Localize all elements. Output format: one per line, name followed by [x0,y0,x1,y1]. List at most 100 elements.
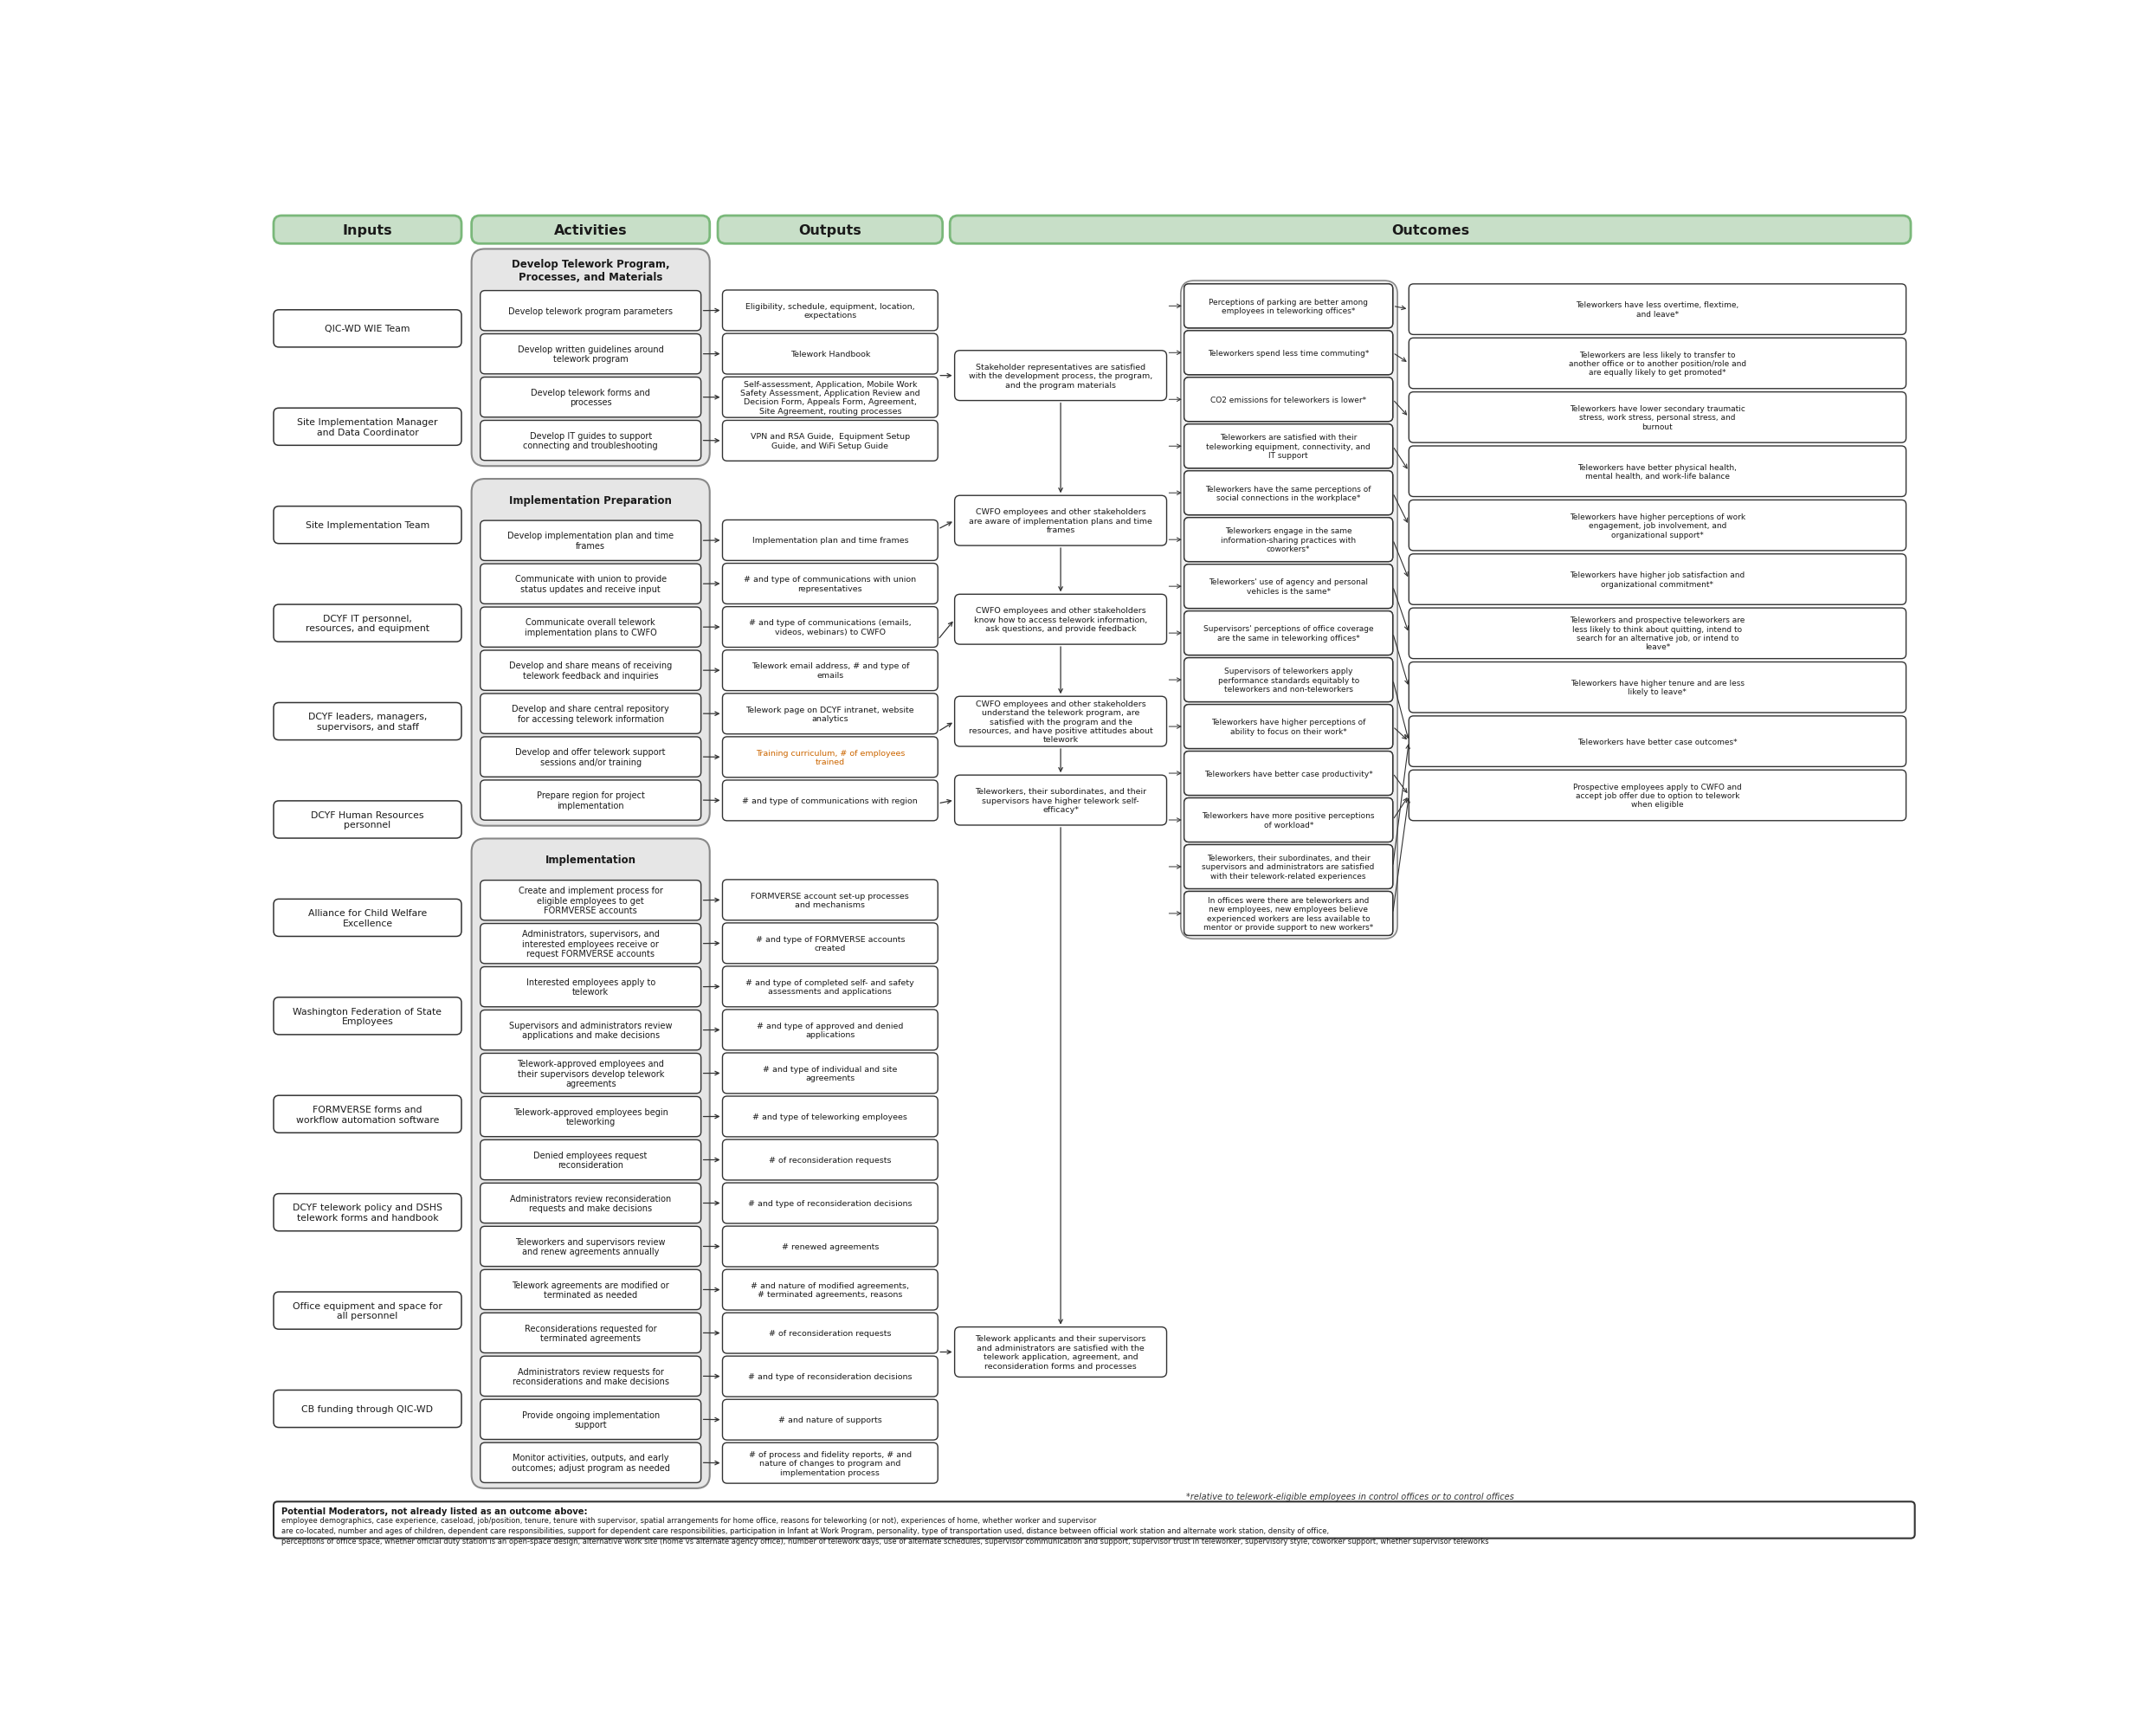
Text: # renewed agreements: # renewed agreements [781,1243,880,1250]
FancyBboxPatch shape [1185,799,1392,842]
FancyBboxPatch shape [1409,663,1907,713]
FancyBboxPatch shape [273,217,461,245]
Text: Teleworkers have the same perceptions of
social connections in the workplace*: Teleworkers have the same perceptions of… [1206,484,1371,502]
Text: Teleworkers have more positive perceptions
of workload*: Teleworkers have more positive perceptio… [1202,812,1375,828]
FancyBboxPatch shape [1409,554,1907,606]
FancyBboxPatch shape [1409,717,1907,767]
FancyBboxPatch shape [1409,500,1907,550]
Text: Teleworkers have more positive perceptions
of workload*: Teleworkers have more positive perceptio… [1202,812,1375,828]
FancyBboxPatch shape [1409,392,1907,443]
Text: Teleworkers and prospective teleworkers are
less likely to think about quitting,: Teleworkers and prospective teleworkers … [1569,616,1744,651]
Text: Perceptions of parking are better among
employees in teleworking offices*: Perceptions of parking are better among … [1208,299,1369,314]
FancyBboxPatch shape [722,651,937,691]
Text: Teleworkers have higher job satisfaction and
organizational commitment*: Teleworkers have higher job satisfaction… [1569,571,1744,589]
Text: Administrators review requests for
reconsiderations and make decisions: Administrators review requests for recon… [512,1366,668,1385]
FancyBboxPatch shape [1185,611,1392,656]
FancyBboxPatch shape [1185,285,1392,328]
Text: Teleworkers have higher perceptions of
ability to focus on their work*: Teleworkers have higher perceptions of a… [1211,719,1366,736]
FancyBboxPatch shape [1185,564,1392,609]
FancyBboxPatch shape [722,880,937,920]
FancyBboxPatch shape [472,838,709,1488]
FancyBboxPatch shape [273,703,461,741]
Text: Supervisors of teleworkers apply
performance standards equitably to
teleworkers : Supervisors of teleworkers apply perform… [1217,667,1360,693]
FancyBboxPatch shape [1185,845,1392,889]
FancyBboxPatch shape [1181,281,1398,939]
Text: # and type of teleworking employees: # and type of teleworking employees [754,1113,907,1121]
Text: Alliance for Child Welfare
Excellence: Alliance for Child Welfare Excellence [307,908,427,927]
FancyBboxPatch shape [273,408,461,446]
Text: FORMVERSE account set-up processes
and mechanisms: FORMVERSE account set-up processes and m… [752,892,910,908]
FancyBboxPatch shape [480,1269,700,1311]
FancyBboxPatch shape [273,1502,1915,1538]
FancyBboxPatch shape [480,651,700,691]
Text: Teleworkers spend less time commuting*: Teleworkers spend less time commuting* [1208,349,1369,358]
FancyBboxPatch shape [722,1141,937,1180]
FancyBboxPatch shape [1185,752,1392,795]
Text: Telework Handbook: Telework Handbook [790,351,871,358]
Text: Site Implementation Manager
and Data Coordinator: Site Implementation Manager and Data Coo… [297,418,438,437]
FancyBboxPatch shape [480,422,700,462]
Text: Telework email address, # and type of
emails: Telework email address, # and type of em… [752,663,910,679]
FancyBboxPatch shape [1185,564,1392,609]
Text: Administrators, supervisors, and
interested employees receive or
request FORMVER: Administrators, supervisors, and interes… [521,929,660,958]
Text: # of reconsideration requests: # of reconsideration requests [769,1156,892,1163]
FancyBboxPatch shape [1185,892,1392,936]
Text: Develop written guidelines around
telework program: Develop written guidelines around telewo… [517,345,664,365]
FancyBboxPatch shape [273,899,461,937]
FancyBboxPatch shape [472,479,709,826]
Text: Outputs: Outputs [798,224,863,236]
Text: Teleworkers and supervisors review
and renew agreements annually: Teleworkers and supervisors review and r… [515,1238,666,1255]
FancyBboxPatch shape [273,311,461,347]
FancyBboxPatch shape [954,595,1166,644]
Text: # and type of approved and denied
applications: # and type of approved and denied applic… [756,1023,903,1038]
FancyBboxPatch shape [273,604,461,642]
Text: Teleworkers have higher perceptions of
ability to focus on their work*: Teleworkers have higher perceptions of a… [1211,719,1366,736]
Text: Washington Federation of State
Employees: Washington Federation of State Employees [292,1007,442,1026]
Text: Teleworkers have better physical health,
mental health, and work-life balance: Teleworkers have better physical health,… [1578,464,1738,481]
FancyBboxPatch shape [480,1097,700,1137]
Text: Develop and offer telework support
sessions and/or training: Develop and offer telework support sessi… [515,748,666,767]
FancyBboxPatch shape [480,335,700,375]
Text: Teleworkers are less likely to transfer to
another office or to another position: Teleworkers are less likely to transfer … [1569,351,1746,377]
FancyBboxPatch shape [472,217,709,245]
FancyBboxPatch shape [273,1292,461,1330]
Text: DCYF IT personnel,
resources, and equipment: DCYF IT personnel, resources, and equipm… [305,615,429,634]
Text: Telework applicants and their supervisors
and administrators are satisfied with : Telework applicants and their supervisor… [976,1335,1146,1370]
Text: CB funding through QIC-WD: CB funding through QIC-WD [301,1404,433,1413]
FancyBboxPatch shape [722,1356,937,1397]
FancyBboxPatch shape [1409,285,1907,335]
FancyBboxPatch shape [480,738,700,778]
FancyBboxPatch shape [722,1443,937,1484]
FancyBboxPatch shape [1185,332,1392,375]
FancyBboxPatch shape [1185,752,1392,795]
FancyBboxPatch shape [1409,609,1907,660]
FancyBboxPatch shape [722,1010,937,1050]
Text: Administrators review reconsideration
requests and make decisions: Administrators review reconsideration re… [510,1194,670,1213]
FancyBboxPatch shape [273,507,461,543]
Text: Inputs: Inputs [342,224,393,236]
Text: Teleworkers have less overtime, flextime,
and leave*: Teleworkers have less overtime, flextime… [1576,302,1740,318]
FancyBboxPatch shape [480,564,700,604]
FancyBboxPatch shape [273,802,461,838]
FancyBboxPatch shape [1185,799,1392,842]
FancyBboxPatch shape [954,351,1166,401]
Text: Activities: Activities [553,224,628,236]
FancyBboxPatch shape [717,217,942,245]
FancyBboxPatch shape [722,1399,937,1441]
FancyBboxPatch shape [722,781,937,821]
FancyBboxPatch shape [1185,705,1392,748]
Text: DCYF leaders, managers,
supervisors, and staff: DCYF leaders, managers, supervisors, and… [307,712,427,731]
Text: FORMVERSE forms and
workflow automation software: FORMVERSE forms and workflow automation … [297,1106,440,1123]
Text: Telework agreements are modified or
terminated as needed: Telework agreements are modified or term… [512,1281,668,1299]
Text: employee demographics, case experience, caseload, job/position, tenure, tenure w: employee demographics, case experience, … [282,1516,1488,1545]
Text: # of process and fidelity reports, # and
nature of changes to program and
implem: # of process and fidelity reports, # and… [749,1450,912,1476]
FancyBboxPatch shape [722,608,937,648]
Text: Develop IT guides to support
connecting and troubleshooting: Develop IT guides to support connecting … [523,432,658,450]
Text: Telework-approved employees and
their supervisors develop telework
agreements: Telework-approved employees and their su… [517,1059,664,1088]
Text: Teleworkers have the same perceptions of
social connections in the workplace*: Teleworkers have the same perceptions of… [1206,484,1371,502]
FancyBboxPatch shape [722,738,937,778]
Text: Supervisors' perceptions of office coverage
are the same in teleworking offices*: Supervisors' perceptions of office cover… [1204,625,1373,642]
FancyBboxPatch shape [1185,517,1392,562]
FancyBboxPatch shape [722,290,937,332]
Text: Teleworkers' use of agency and personal
vehicles is the same*: Teleworkers' use of agency and personal … [1208,578,1369,595]
